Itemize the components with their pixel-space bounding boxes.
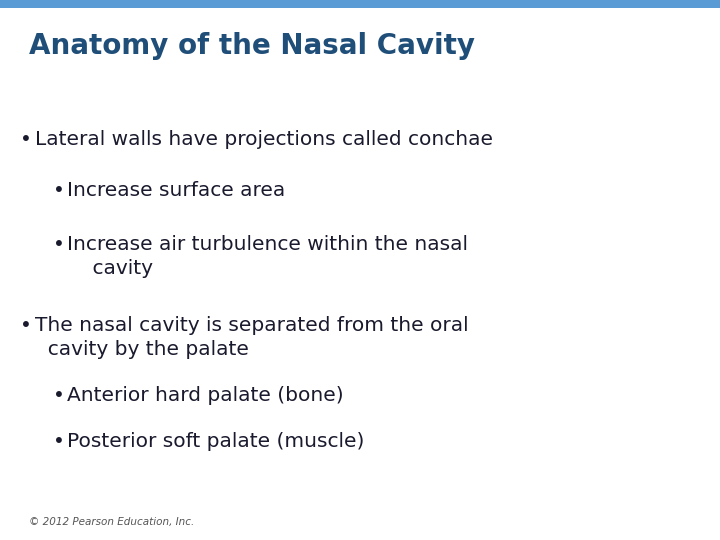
Text: •: • bbox=[20, 316, 32, 335]
Text: •: • bbox=[53, 235, 64, 254]
Text: •: • bbox=[20, 130, 32, 148]
Text: Posterior soft palate (muscle): Posterior soft palate (muscle) bbox=[67, 432, 364, 451]
Text: Increase surface area: Increase surface area bbox=[67, 181, 285, 200]
Text: © 2012 Pearson Education, Inc.: © 2012 Pearson Education, Inc. bbox=[29, 516, 194, 526]
Text: The nasal cavity is separated from the oral
  cavity by the palate: The nasal cavity is separated from the o… bbox=[35, 316, 468, 359]
Text: Increase air turbulence within the nasal
    cavity: Increase air turbulence within the nasal… bbox=[67, 235, 468, 278]
Text: Anterior hard palate (bone): Anterior hard palate (bone) bbox=[67, 386, 343, 405]
Text: •: • bbox=[53, 181, 64, 200]
Text: •: • bbox=[53, 386, 64, 405]
Text: •: • bbox=[53, 432, 64, 451]
Text: Anatomy of the Nasal Cavity: Anatomy of the Nasal Cavity bbox=[29, 32, 474, 60]
Text: Lateral walls have projections called conchae: Lateral walls have projections called co… bbox=[35, 130, 492, 148]
